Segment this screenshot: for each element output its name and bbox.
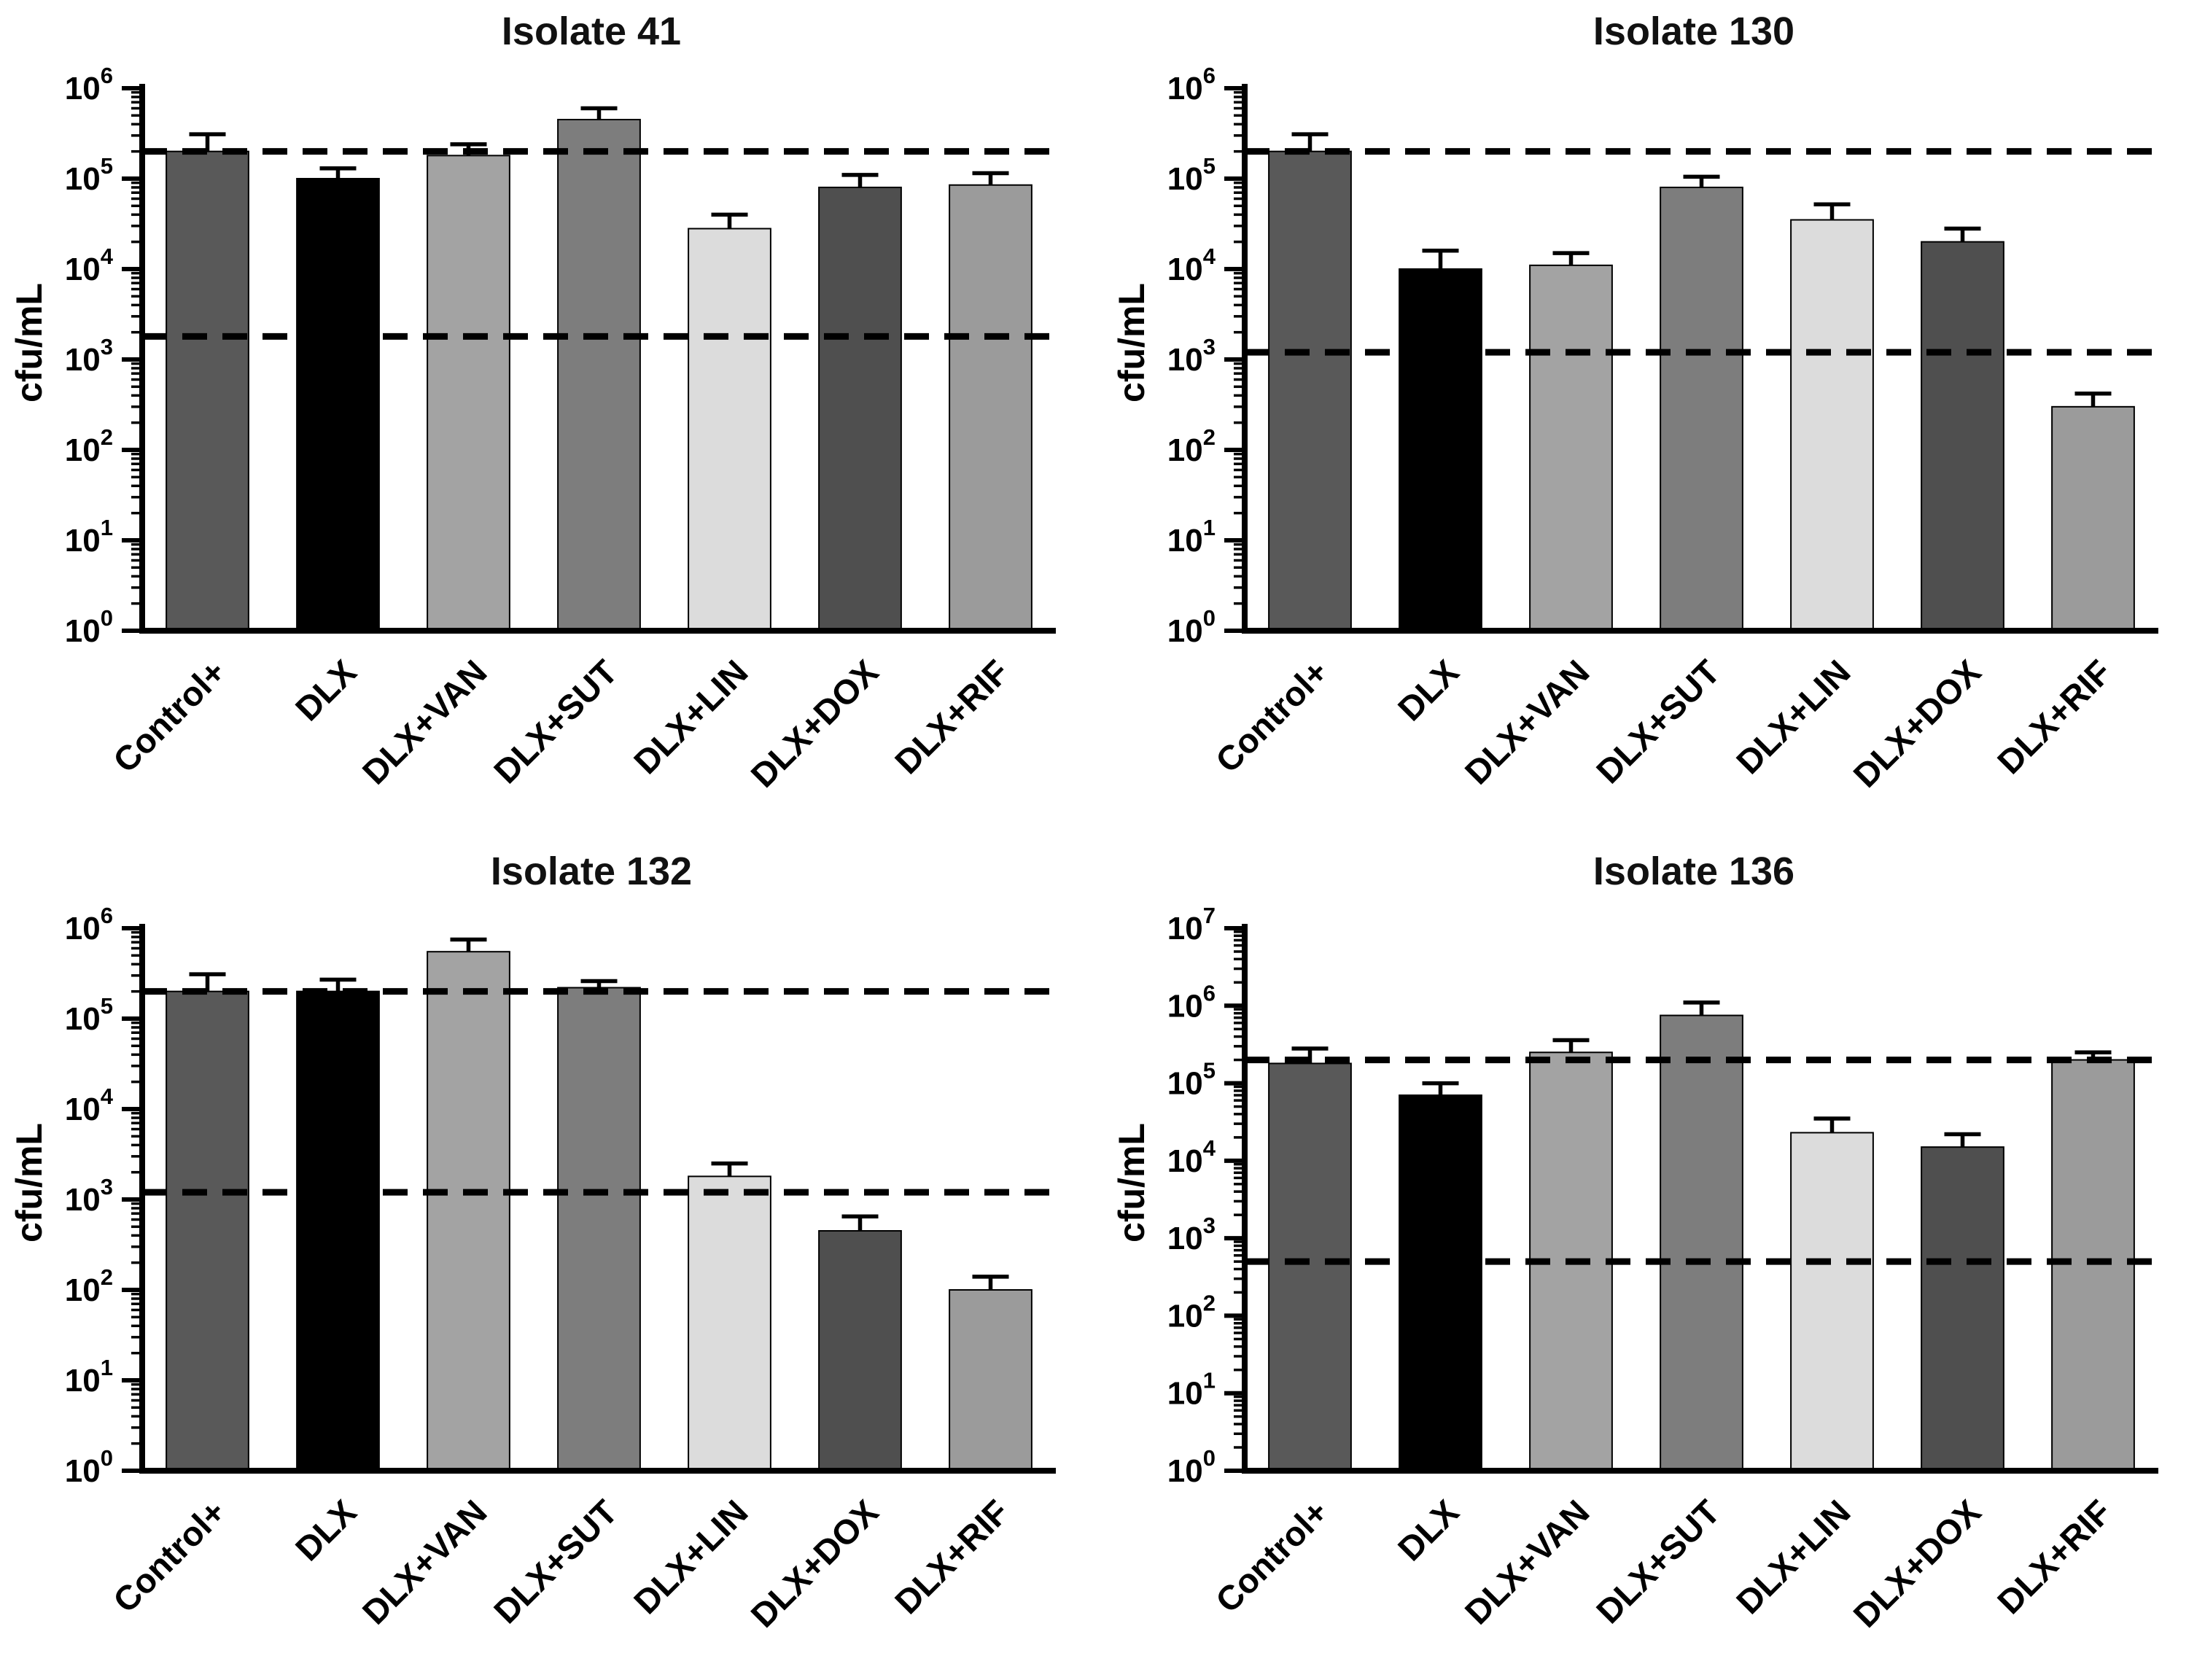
svg-text:106: 106 <box>65 63 113 106</box>
svg-text:DLX+RIF: DLX+RIF <box>887 1493 1016 1622</box>
svg-text:DLX+LIN: DLX+LIN <box>1729 1493 1858 1622</box>
svg-text:DLX+SUT: DLX+SUT <box>486 653 625 791</box>
svg-text:104: 104 <box>65 244 114 287</box>
svg-text:105: 105 <box>65 153 113 197</box>
svg-text:104: 104 <box>65 1084 114 1127</box>
svg-text:DLX: DLX <box>1391 653 1466 728</box>
svg-text:100: 100 <box>65 1445 113 1489</box>
svg-text:104: 104 <box>1167 244 1216 287</box>
svg-text:102: 102 <box>65 424 113 468</box>
svg-text:107: 107 <box>1167 903 1216 946</box>
svg-text:Control+: Control+ <box>1208 1493 1336 1620</box>
svg-text:DLX+DOX: DLX+DOX <box>743 653 885 795</box>
svg-text:105: 105 <box>1167 1058 1216 1102</box>
svg-text:106: 106 <box>1167 981 1216 1024</box>
svg-text:102: 102 <box>1167 424 1216 468</box>
chart-title: Isolate 136 <box>1592 849 1795 893</box>
svg-text:DLX: DLX <box>288 653 364 728</box>
svg-text:106: 106 <box>1167 63 1216 106</box>
svg-text:103: 103 <box>1167 1213 1216 1257</box>
svg-text:101: 101 <box>65 1355 113 1399</box>
svg-text:DLX+SUT: DLX+SUT <box>1589 1493 1727 1631</box>
svg-text:DLX+SUT: DLX+SUT <box>1589 653 1727 791</box>
svg-text:DLX+VAN: DLX+VAN <box>1458 1493 1597 1632</box>
svg-text:DLX+DOX: DLX+DOX <box>743 1493 885 1635</box>
svg-text:DLX+LIN: DLX+LIN <box>1729 653 1858 782</box>
svg-text:Control+: Control+ <box>106 653 233 780</box>
svg-text:DLX+LIN: DLX+LIN <box>626 1493 755 1622</box>
chart-title: Isolate 132 <box>490 849 693 893</box>
y-axis-label: cfu/mL <box>1111 1123 1152 1242</box>
svg-text:100: 100 <box>65 605 113 649</box>
svg-text:101: 101 <box>1167 515 1216 559</box>
y-axis-label: cfu/mL <box>1111 283 1152 402</box>
svg-text:DLX+VAN: DLX+VAN <box>355 653 494 792</box>
svg-text:103: 103 <box>65 334 113 378</box>
chart-isolate-130: Isolate 130 cfu/mL 100 101 102 103 104 105 106… <box>1102 0 2205 840</box>
svg-text:105: 105 <box>65 993 113 1037</box>
svg-text:DLX+LIN: DLX+LIN <box>626 653 755 782</box>
svg-text:DLX: DLX <box>288 1493 364 1568</box>
bar-chart-svg: 100 101 102 103 104 105 106 107 Control+ DLXDLX+V… <box>1167 903 2158 1635</box>
svg-text:103: 103 <box>65 1174 113 1218</box>
svg-text:DLX+SUT: DLX+SUT <box>486 1493 625 1631</box>
svg-text:Control+: Control+ <box>1208 653 1336 780</box>
svg-text:100: 100 <box>1167 605 1216 649</box>
y-axis-label: cfu/mL <box>9 1123 50 1242</box>
svg-text:106: 106 <box>65 903 113 946</box>
chart-isolate-132: Isolate 132 cfu/mL 100 101 102 103 104 105 106… <box>0 840 1102 1680</box>
svg-text:DLX+VAN: DLX+VAN <box>1458 653 1597 792</box>
chart-isolate-136: Isolate 136 cfu/mL 100 101 102 103 104 105 106… <box>1102 840 2205 1680</box>
chart-isolate-41: Isolate 41 cfu/mL 100 101 102 103 104 105 106 C… <box>0 0 1102 840</box>
svg-text:DLX+RIF: DLX+RIF <box>1990 653 2119 782</box>
svg-text:105: 105 <box>1167 153 1216 197</box>
svg-text:DLX: DLX <box>1391 1493 1466 1568</box>
svg-text:DLX+VAN: DLX+VAN <box>355 1493 494 1632</box>
svg-text:101: 101 <box>65 515 113 559</box>
svg-text:103: 103 <box>1167 334 1216 378</box>
y-axis-label: cfu/mL <box>9 283 50 402</box>
svg-text:104: 104 <box>1167 1135 1216 1179</box>
svg-text:DLX+DOX: DLX+DOX <box>1846 653 1988 795</box>
svg-text:Control+: Control+ <box>106 1493 233 1620</box>
svg-text:DLX+RIF: DLX+RIF <box>887 653 1016 782</box>
svg-text:DLX+RIF: DLX+RIF <box>1990 1493 2119 1622</box>
chart-title: Isolate 130 <box>1592 9 1795 53</box>
svg-text:102: 102 <box>65 1264 113 1308</box>
chart-title: Isolate 41 <box>501 9 682 53</box>
svg-text:102: 102 <box>1167 1291 1216 1334</box>
svg-text:101: 101 <box>1167 1368 1216 1412</box>
svg-text:DLX+DOX: DLX+DOX <box>1846 1493 1988 1635</box>
svg-text:100: 100 <box>1167 1445 1216 1489</box>
